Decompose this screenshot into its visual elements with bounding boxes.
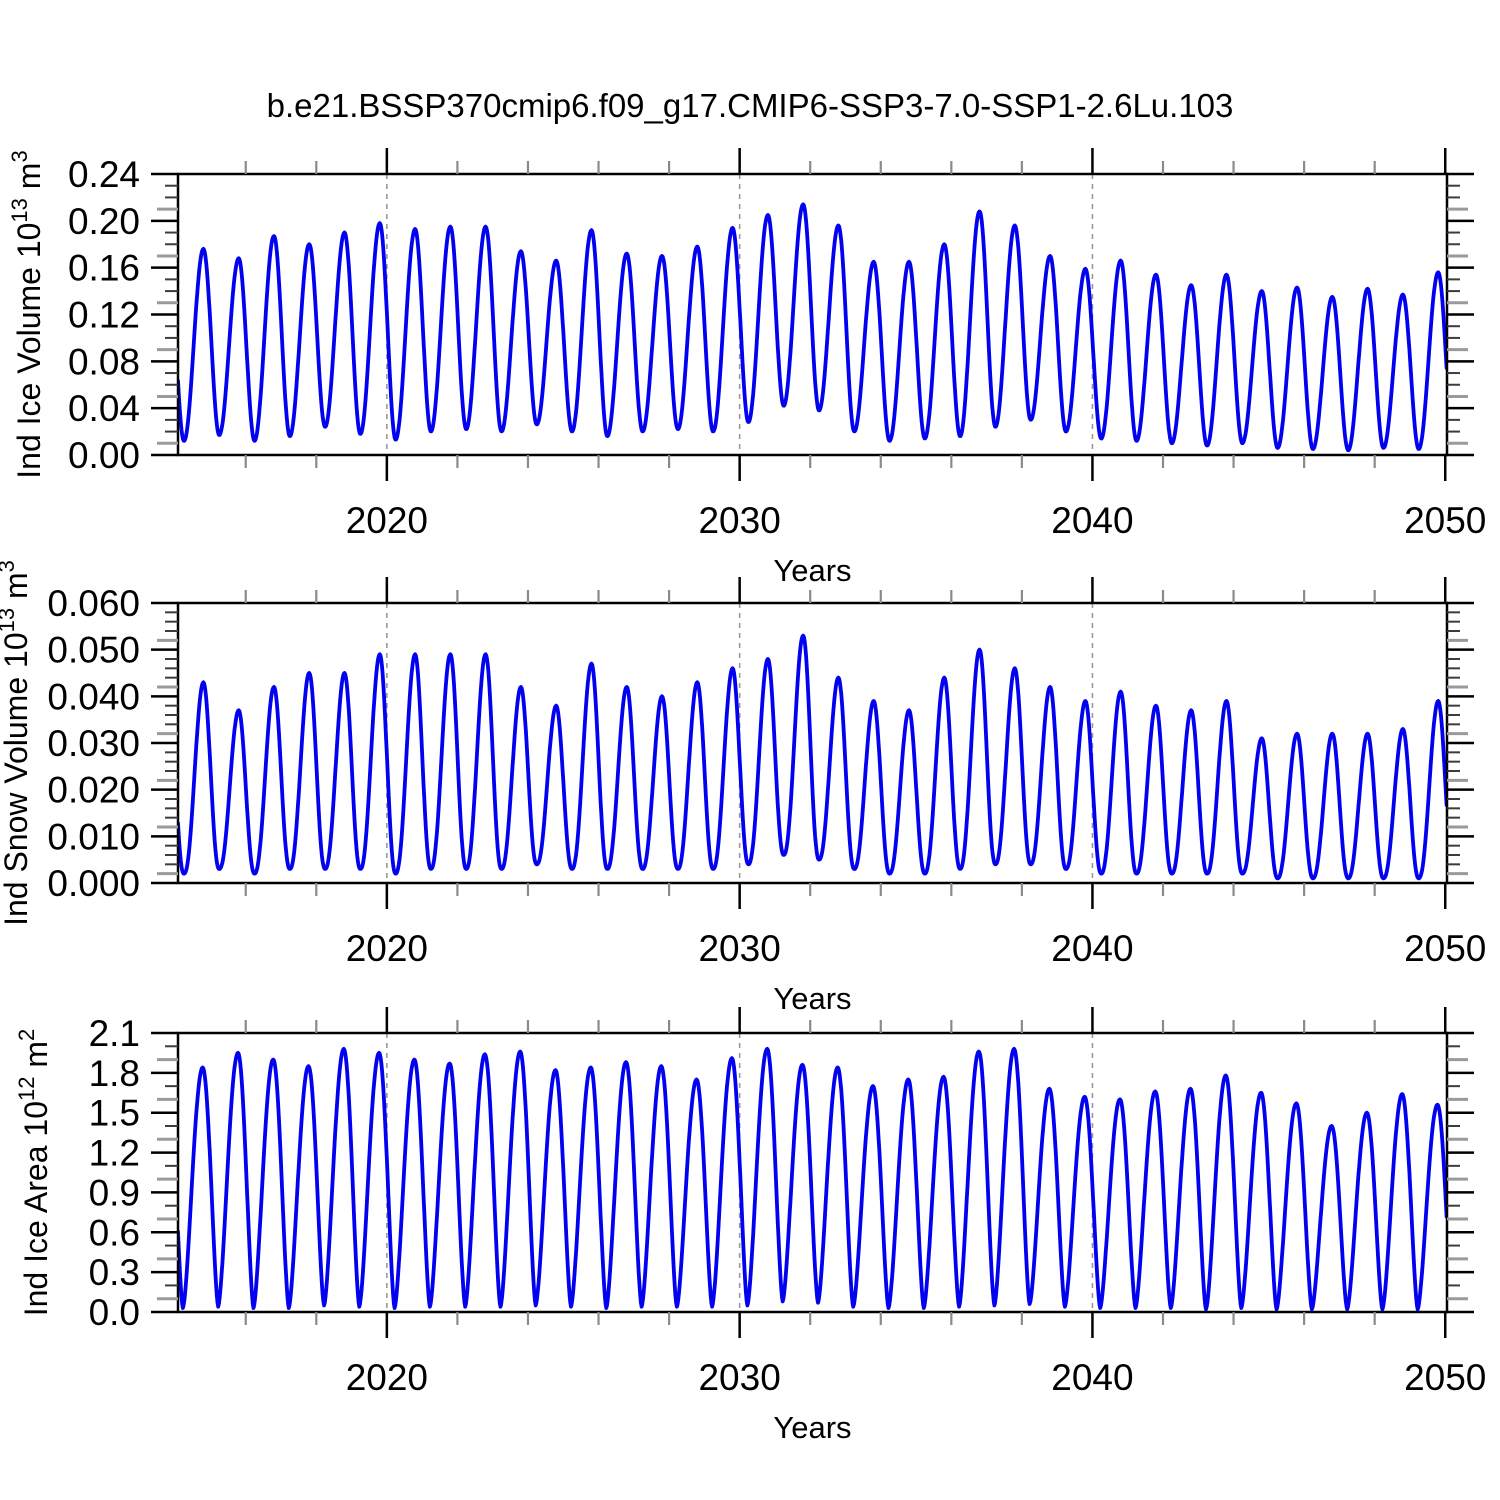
panel-ice-area: 0.00.30.60.91.21.51.82.1 2020 2030 2040 2050… <box>14 1007 1486 1445</box>
panel-ice-volume: 0.00 0.04 0.08 0.12 0.16 0.20 0.24 2020 2030 2040… <box>7 148 1486 588</box>
y-tick-label: 0.12 <box>68 295 140 336</box>
y-tick-label: 2.1 <box>89 1013 140 1054</box>
x-tick-label: 2020 <box>346 1357 428 1398</box>
series-line-ice-area <box>178 1047 1447 1312</box>
y-axis-title-text: Ind Ice Area 10 <box>18 1101 54 1316</box>
x-tick-label: 2040 <box>1051 928 1133 969</box>
y-tick-label: 0.08 <box>68 341 140 382</box>
panel-snow-volume: 0.000 0.010 0.020 0.030 0.040 0.050 0.060 2020 2… <box>0 560 1486 1016</box>
y-axis-title-superscript: 12 <box>14 1077 39 1101</box>
x-tick-label: 2030 <box>698 500 780 541</box>
y-axis-title-superscript: 13 <box>0 608 19 632</box>
y-tick-label: 0.20 <box>68 201 140 242</box>
y-tick-label: 1.2 <box>89 1133 140 1174</box>
x-axis-title: Years <box>773 981 851 1016</box>
y-tick-label: 0.16 <box>68 248 140 289</box>
y-tick-label: 1.5 <box>89 1093 140 1134</box>
y-tick-label: 0.04 <box>68 388 140 429</box>
x-tick-label: 2020 <box>346 928 428 969</box>
x-tick-label: 2030 <box>698 1357 780 1398</box>
y-tick-label: 0.060 <box>47 583 140 624</box>
y-axis-title-text: Ind Snow Volume 10 <box>0 632 34 926</box>
series-line-ice-volume <box>178 202 1447 453</box>
y-axis-title-text: m <box>18 1041 54 1077</box>
x-tick-label: 2050 <box>1404 928 1486 969</box>
y-tick-label: 0.040 <box>47 676 140 717</box>
y-tick-label: 0.030 <box>47 723 140 764</box>
x-tick-label: 2050 <box>1404 500 1486 541</box>
y-tick-label: 0.020 <box>47 770 140 811</box>
figure-title: b.e21.BSSP370cmip6.f09_g17.CMIP6-SSP3-7.… <box>267 87 1234 124</box>
panels-group: 0.00 0.04 0.08 0.12 0.16 0.20 0.24 2020 2030 2040… <box>0 148 1486 1445</box>
y-axis-title-superscript: 3 <box>0 560 19 572</box>
y-axis-title-text: Ind Ice Volume 10 <box>11 223 47 479</box>
x-axis-title: Years <box>773 1410 851 1445</box>
y-tick-label: 0.24 <box>68 154 140 195</box>
y-tick-label: 0.00 <box>68 435 140 476</box>
y-axis-title: Ind Ice Area 1012 m2 <box>14 1029 54 1317</box>
plot-frame <box>176 601 1449 885</box>
y-tick-label: 0.050 <box>47 630 140 671</box>
y-axis-title-text: m <box>0 572 34 608</box>
y-tick-label: 0.6 <box>89 1212 140 1253</box>
y-tick-label: 0.0 <box>89 1292 140 1333</box>
series-line-snow-volume <box>178 633 1447 881</box>
x-tick-label: 2050 <box>1404 1357 1486 1398</box>
y-axis-title: Ind Snow Volume 1013 m3 <box>0 560 34 926</box>
y-tick-label: 0.3 <box>89 1252 140 1293</box>
y-axis-title-superscript: 13 <box>7 198 32 222</box>
y-axis-title-superscript: 3 <box>7 150 32 162</box>
x-tick-label: 2040 <box>1051 1357 1133 1398</box>
x-tick-label: 2030 <box>698 928 780 969</box>
x-tick-label: 2040 <box>1051 500 1133 541</box>
y-axis-title-superscript: 2 <box>14 1029 39 1041</box>
y-tick-label: 1.8 <box>89 1053 140 1094</box>
y-tick-label: 0.000 <box>47 863 140 904</box>
x-axis-title: Years <box>773 553 851 588</box>
y-axis-title-text: m <box>11 163 47 199</box>
plot-frame <box>176 1031 1449 1314</box>
y-tick-label: 0.010 <box>47 816 140 857</box>
y-axis-title: Ind Ice Volume 1013 m3 <box>7 150 47 478</box>
y-tick-label: 0.9 <box>89 1172 140 1213</box>
x-tick-label: 2020 <box>346 500 428 541</box>
